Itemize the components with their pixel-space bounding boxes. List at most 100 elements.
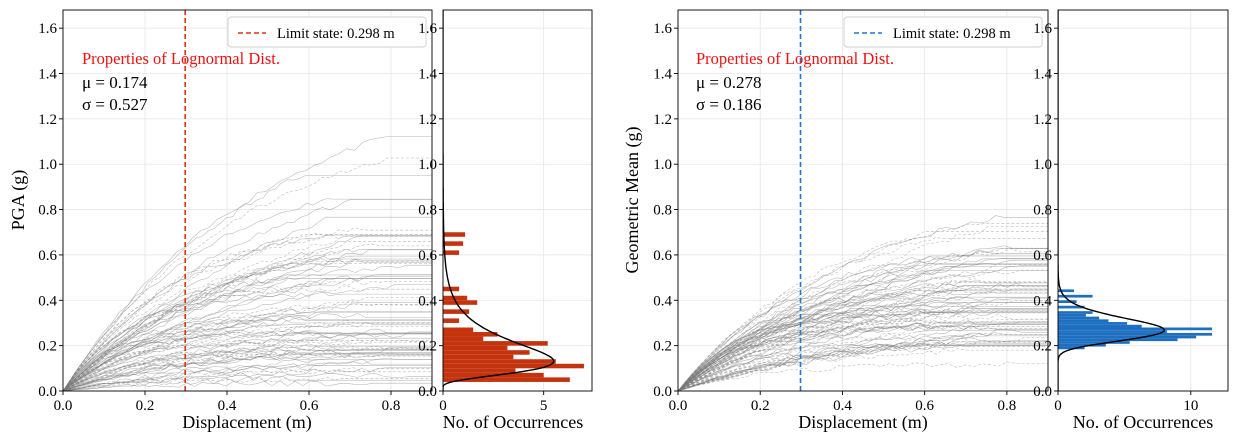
response-curve [678, 296, 1048, 391]
histogram-bar [1058, 313, 1086, 317]
y-tick-label: 1.0 [653, 157, 672, 173]
y-tick-label: 0.6 [418, 248, 437, 264]
response-curve [678, 265, 1048, 391]
response-curve [678, 215, 1048, 391]
response-curve [63, 227, 432, 391]
y-tick-label: 0.6 [38, 248, 57, 264]
annotation-sigma-left: σ = 0.527 [82, 95, 148, 114]
response-curve [63, 349, 432, 391]
response-curve [63, 216, 432, 391]
response-curve [678, 258, 1048, 391]
y-tick-label: 0.6 [653, 248, 672, 264]
response-curve [678, 247, 1048, 391]
response-curve [678, 259, 1048, 391]
response-curve [678, 326, 1048, 391]
histogram-bar [443, 318, 460, 323]
histogram-bar [1058, 311, 1093, 314]
response-curve [63, 235, 432, 391]
y-tick-label: 0.2 [418, 339, 437, 355]
x-tick-label: 0.6 [915, 398, 934, 414]
frame-left-hist [442, 9, 593, 392]
y-tick-label: 1.4 [1033, 67, 1052, 83]
x-tick-label: 0.4 [833, 398, 852, 414]
y-tick-label: 0.2 [1033, 339, 1052, 355]
y-tick-label: 0.8 [653, 203, 672, 219]
y-tick-label: 0.8 [418, 203, 437, 219]
response-curve [63, 328, 432, 391]
response-curve [678, 324, 1048, 391]
frame-right-main [677, 9, 1049, 392]
response-curve [678, 248, 1048, 391]
response-curve [678, 283, 1048, 391]
y-tick-label: 1.0 [418, 157, 437, 173]
y-tick-label: 0.2 [38, 339, 57, 355]
x-axis-label-right-hist: No. of Occurrences [1073, 412, 1213, 432]
x-axis-label-left-main: Displacement (m) [182, 412, 311, 433]
y-tick-label: 1.4 [653, 67, 672, 83]
response-curve [63, 345, 432, 391]
panel-left-main: 0.0 0.2 0.4 0.6 0.8 1.0 1.2 1.4 1.6 0.0 0.2 0.4 0.6… [8, 9, 433, 433]
response-curve [63, 335, 432, 391]
legend-left: Limit state: 0.298 m [227, 16, 427, 48]
histogram-bar [443, 286, 460, 292]
annotation-mu-left: μ = 0.174 [82, 73, 148, 92]
x-tick-label: 0.8 [998, 398, 1017, 414]
y-tick-label: 1.2 [418, 112, 437, 128]
response-curve [63, 198, 432, 391]
histogram-bar [443, 354, 514, 360]
response-curve [63, 372, 432, 391]
response-curve [678, 285, 1048, 391]
histogram-bar [443, 368, 516, 373]
histogram-bar [443, 350, 530, 355]
response-curve [63, 175, 432, 391]
response-curve [678, 309, 1048, 391]
histogram-bar [443, 232, 466, 237]
response-curve [63, 319, 432, 391]
histogram-bar [1058, 300, 1077, 304]
response-curve [63, 322, 432, 391]
x-tick-label: 0.4 [218, 398, 237, 414]
y-tick-label: 1.2 [653, 112, 672, 128]
x-tick-label: 5 [540, 398, 548, 414]
annotation-mu-right: μ = 0.278 [696, 73, 761, 92]
response-curve [678, 269, 1048, 391]
x-tick-label: 0 [1054, 398, 1062, 414]
curves-left-main [63, 136, 432, 391]
annotation-title-right: Properties of Lognormal Dist. [696, 49, 894, 68]
histogram-bar [1058, 330, 1167, 333]
y-tick-label: 1.6 [418, 21, 437, 37]
response-curve [63, 278, 432, 391]
response-curve [678, 260, 1048, 391]
y-tick-label: 0.4 [418, 293, 437, 309]
response-curve [63, 357, 432, 391]
response-curve [678, 287, 1048, 391]
histogram-bar [443, 332, 498, 337]
response-curve [678, 266, 1048, 391]
response-curve [678, 298, 1048, 391]
response-curve [63, 351, 432, 391]
response-curve [63, 249, 432, 391]
legend-label-right: Limit state: 0.298 m [893, 26, 1011, 42]
histogram-bar [443, 336, 484, 342]
histogram-bar [443, 300, 478, 305]
response-curve [63, 369, 432, 391]
frame-right-hist [1057, 9, 1229, 392]
y-axis-label-right: Geometric Mean (g) [622, 127, 643, 274]
response-curve [678, 329, 1048, 391]
histogram-bar [443, 250, 460, 255]
response-curve [678, 332, 1048, 391]
response-curve [63, 342, 432, 391]
response-curve [63, 311, 432, 391]
histogram-bar [443, 341, 548, 346]
response-curve [678, 264, 1048, 391]
response-curve [63, 316, 432, 391]
histogram-bar [1058, 332, 1213, 336]
histogram-bar [1058, 322, 1128, 325]
response-curve [678, 237, 1048, 391]
histogram-bar [1058, 294, 1093, 298]
response-curve [678, 288, 1048, 391]
histogram-bar [1058, 319, 1109, 323]
response-curve [678, 342, 1048, 391]
